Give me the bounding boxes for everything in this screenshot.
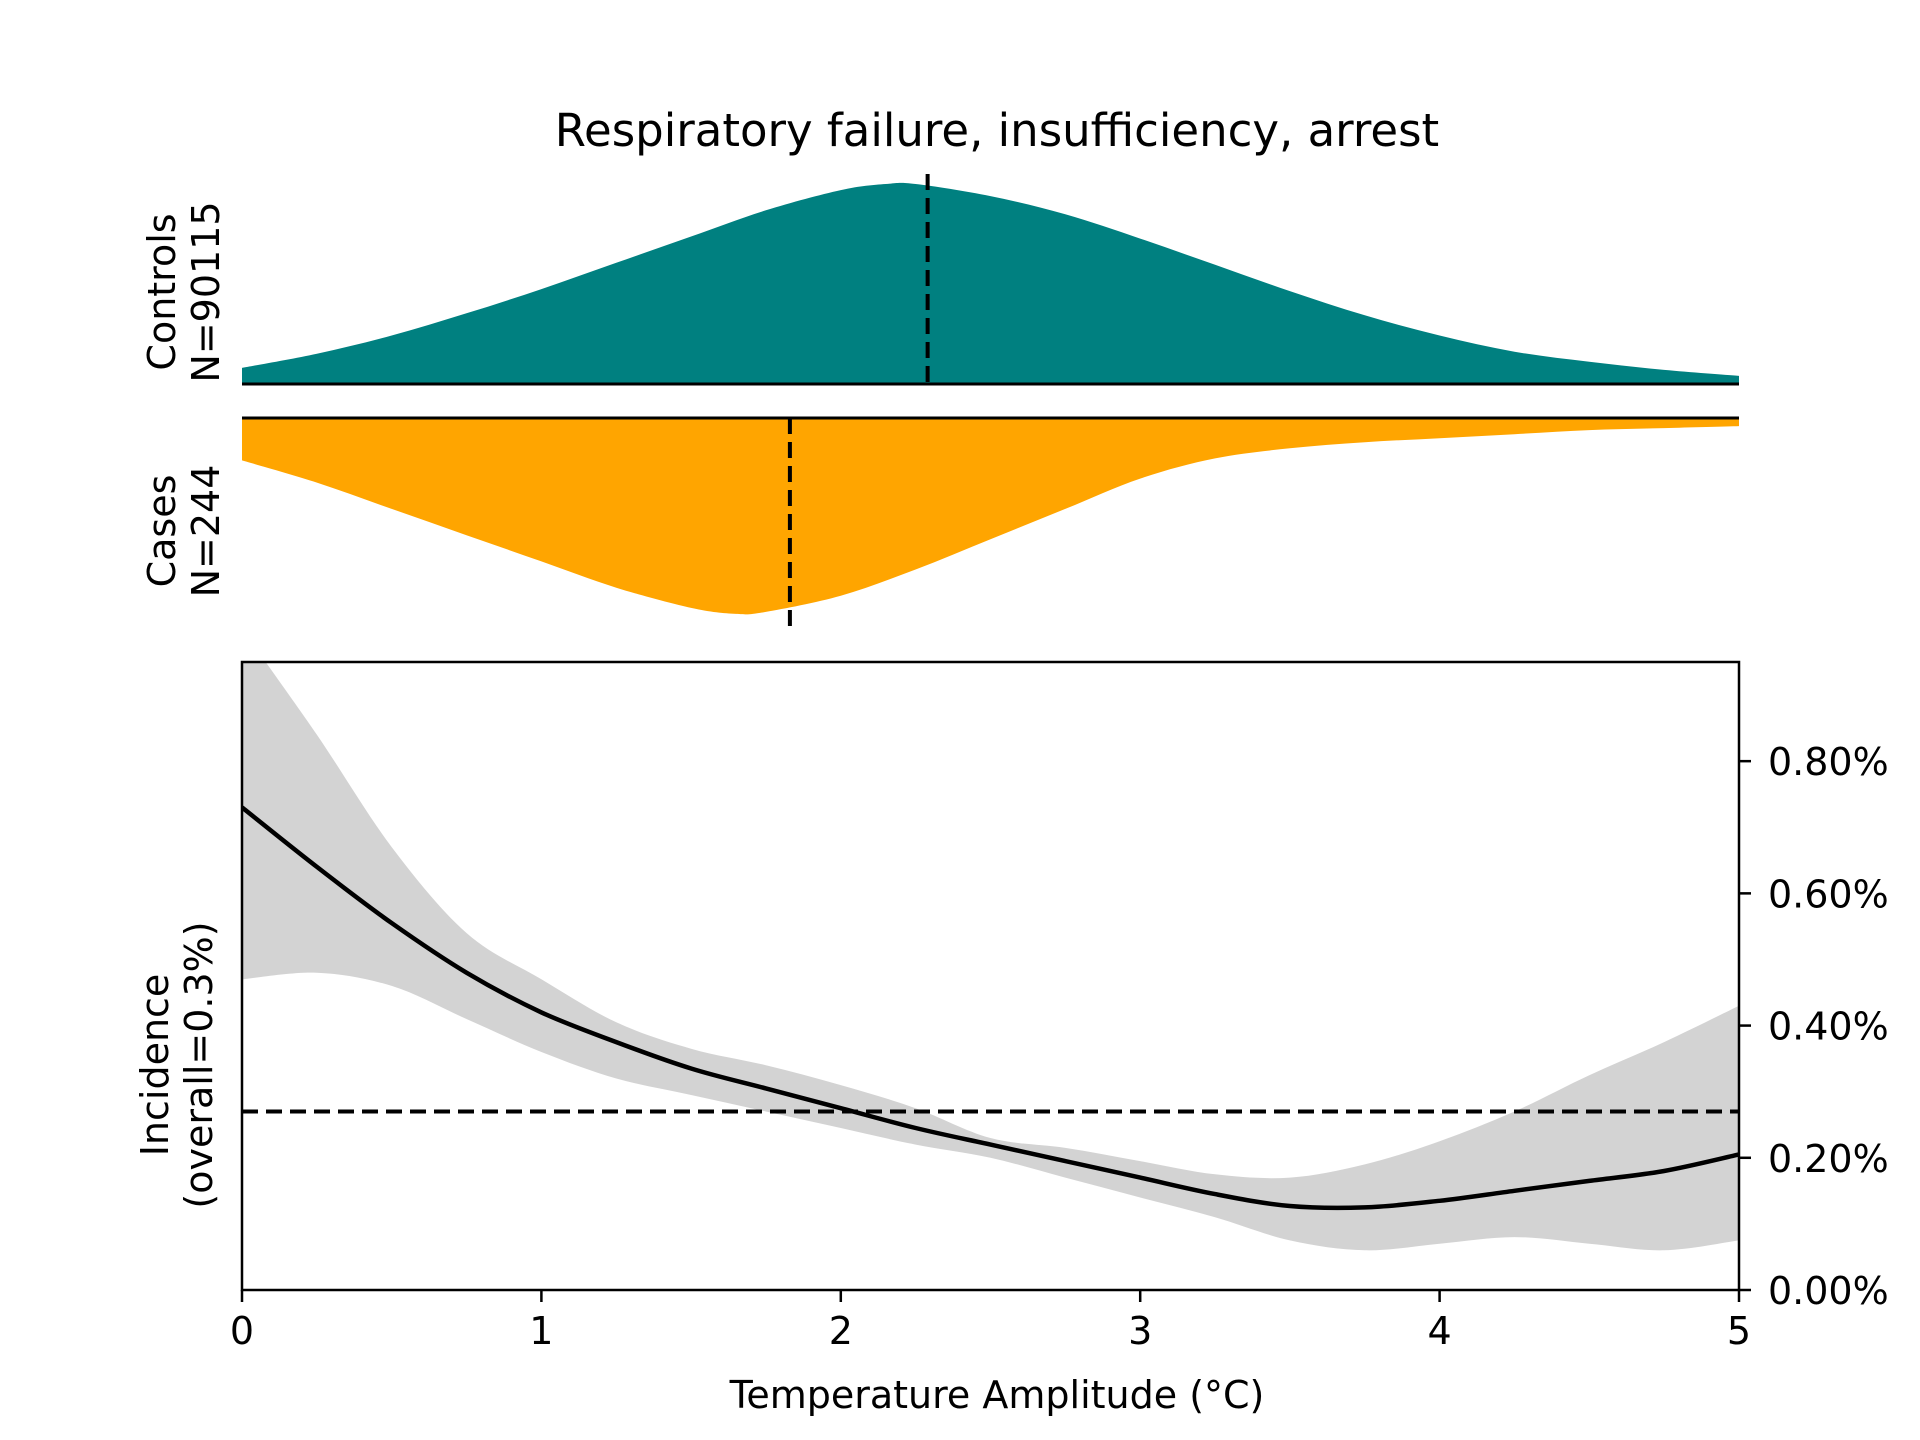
controls-panel: Controls N=90115 bbox=[140, 174, 1739, 386]
x-tick-label: 3 bbox=[1128, 1309, 1152, 1353]
incidence-ylabel-line2: (overall=0.3%) bbox=[177, 921, 221, 1208]
controls-label: Controls bbox=[140, 213, 184, 370]
controls-density-area bbox=[242, 182, 1739, 384]
y-tick-label: 0.00% bbox=[1768, 1269, 1889, 1313]
x-tick-label: 0 bbox=[230, 1309, 254, 1353]
x-tick-label: 5 bbox=[1727, 1309, 1751, 1353]
chart-title: Respiratory failure, insufficiency, arre… bbox=[555, 104, 1439, 157]
cases-label: Cases bbox=[140, 475, 184, 588]
x-tick-label: 2 bbox=[829, 1309, 853, 1353]
y-tick-label: 0.80% bbox=[1768, 740, 1889, 784]
x-tick-label: 4 bbox=[1428, 1309, 1452, 1353]
y-tick-label: 0.20% bbox=[1768, 1137, 1889, 1181]
incidence-curve bbox=[242, 805, 1739, 1211]
y-tick-label: 0.40% bbox=[1768, 1005, 1889, 1049]
cases-density-area bbox=[242, 418, 1739, 615]
y-tick-label: 0.60% bbox=[1768, 872, 1889, 916]
y-axis-right: 0.00% 0.20% 0.40% 0.60% 0.80% bbox=[1739, 740, 1889, 1313]
x-axis-label: Temperature Amplitude (°C) bbox=[729, 1373, 1265, 1417]
incidence-axes-frame bbox=[240, 660, 1741, 1292]
incidence-confidence-band bbox=[242, 662, 1739, 1251]
controls-n-label: N=90115 bbox=[184, 201, 228, 382]
incidence-ylabel-line1: Incidence bbox=[133, 974, 177, 1157]
cases-panel: Cases N=244 bbox=[140, 416, 1739, 626]
cases-n-label: N=244 bbox=[184, 465, 228, 598]
x-tick-label: 1 bbox=[529, 1309, 553, 1353]
incidence-panel: 0 1 2 3 4 5 0.00% 0.20% 0.40% 0.60% 0.80% Inciden… bbox=[133, 660, 1889, 1417]
x-axis: 0 1 2 3 4 5 bbox=[230, 1290, 1751, 1353]
